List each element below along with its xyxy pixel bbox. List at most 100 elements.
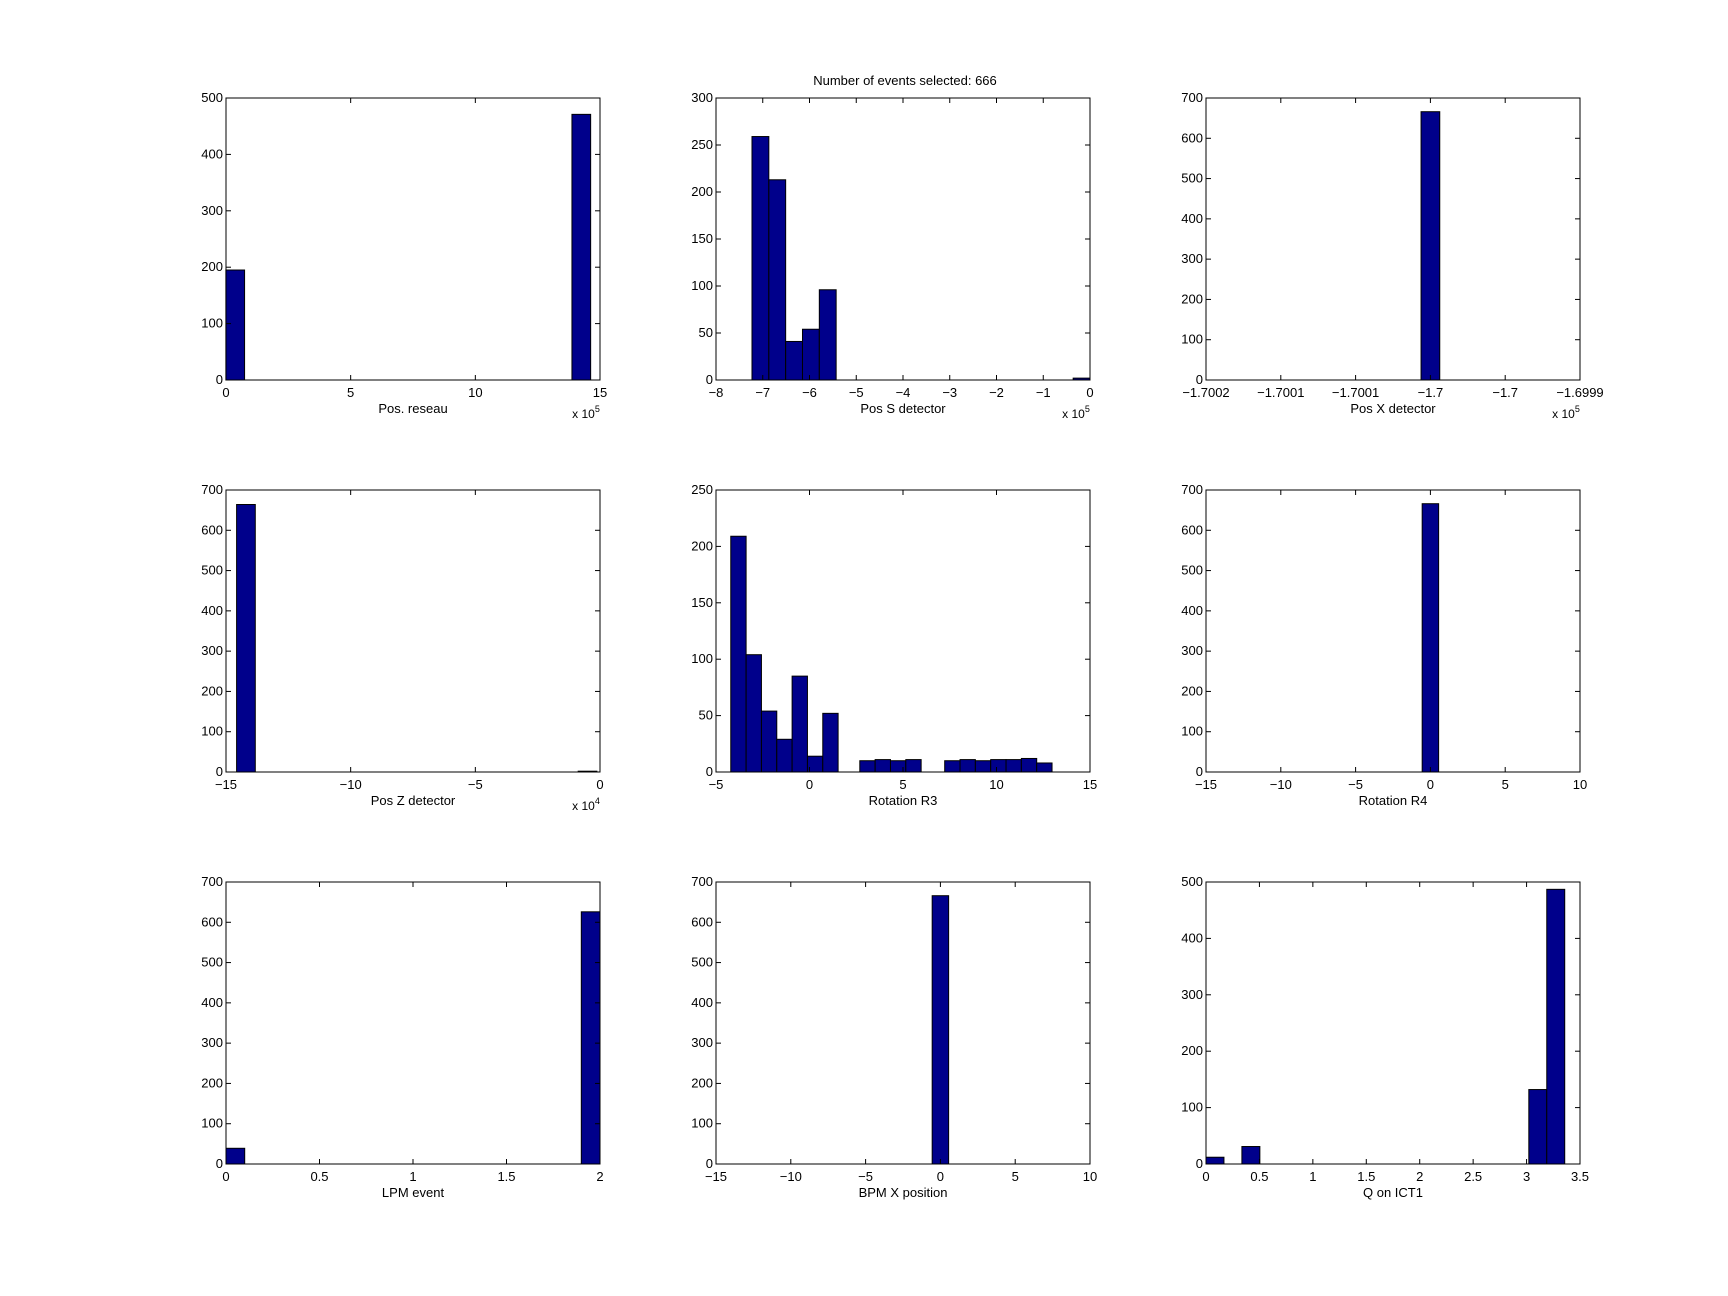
histogram-bar [768, 179, 787, 381]
x-tick-label: −5 [709, 777, 724, 792]
histogram-bar [236, 504, 256, 773]
histogram-bar [791, 675, 808, 773]
x-tick-label: 0 [596, 777, 603, 792]
x-tick-label: 15 [593, 385, 607, 400]
histogram-panel-1: 0 5 10 15 0 100 200 300 400 500 Pos. reseau x 105 [201, 90, 607, 421]
x-axis-exponent: x 105 [1552, 404, 1580, 421]
x-tick-label: 5 [1502, 777, 1509, 792]
histogram-bar [822, 712, 839, 773]
axes-box [715, 881, 1091, 1165]
axes-box [1205, 489, 1581, 773]
y-tick-label: 100 [201, 1116, 223, 1131]
x-tick-label: 10 [1573, 777, 1587, 792]
x-tick-label: −2 [989, 385, 1004, 400]
y-tick-label: 300 [691, 1035, 713, 1050]
y-tick-label: 0 [1196, 1156, 1203, 1171]
x-tick-label: 15 [1083, 777, 1097, 792]
y-tick-label: 300 [1181, 251, 1203, 266]
x-axis-label: Pos. reseau [378, 401, 447, 416]
x-tick-label: −3 [942, 385, 957, 400]
y-tick-label: 0 [1196, 372, 1203, 387]
y-tick-label: 0 [706, 372, 713, 387]
y-tick-label: 300 [691, 90, 713, 105]
y-tick-label: 250 [691, 137, 713, 152]
histogram-bar [1020, 757, 1038, 773]
y-tick-label: 500 [201, 955, 223, 970]
x-tick-label: −1.7 [1418, 385, 1444, 400]
histogram-bar [751, 136, 770, 381]
x-tick-label: 5 [1012, 1169, 1019, 1184]
y-tick-label: 200 [691, 184, 713, 199]
x-tick-label: 2 [1416, 1169, 1423, 1184]
y-tick-label: 0 [216, 764, 223, 779]
y-tick-label: 200 [201, 259, 223, 274]
histogram-bar [859, 760, 876, 773]
y-tick-label: 200 [1181, 683, 1203, 698]
y-tick-label: 500 [1181, 563, 1203, 578]
x-tick-label: −10 [780, 1169, 802, 1184]
axes-box [1205, 97, 1581, 381]
x-tick-label: 5 [347, 385, 354, 400]
x-tick-label: 10 [1083, 1169, 1097, 1184]
histogram-bar [1205, 1156, 1225, 1165]
histogram-bar [776, 738, 793, 773]
axes-box [1205, 881, 1581, 1165]
y-tick-label: 100 [1181, 724, 1203, 739]
y-tick-label: 700 [691, 874, 713, 889]
y-tick-label: 0 [706, 764, 713, 779]
y-tick-label: 200 [201, 1075, 223, 1090]
y-tick-label: 400 [201, 146, 223, 161]
x-tick-label: −1.6999 [1556, 385, 1603, 400]
y-tick-label: 500 [201, 90, 223, 105]
y-tick-label: 700 [1181, 90, 1203, 105]
x-tick-label: 0.5 [310, 1169, 328, 1184]
x-tick-label: −6 [802, 385, 817, 400]
y-tick-label: 600 [1181, 130, 1203, 145]
histogram-bar [225, 1147, 246, 1165]
x-tick-label: 0 [937, 1169, 944, 1184]
x-tick-label: 10 [989, 777, 1003, 792]
histogram-bar [1546, 888, 1566, 1165]
y-tick-label: 0 [706, 1156, 713, 1171]
y-tick-label: 200 [691, 538, 713, 553]
y-tick-label: 50 [699, 325, 713, 340]
y-tick-label: 700 [1181, 482, 1203, 497]
y-tick-label: 250 [691, 482, 713, 497]
y-tick-label: 300 [201, 203, 223, 218]
x-tick-label: 0 [806, 777, 813, 792]
histogram-bar [990, 759, 1007, 773]
x-axis-exponent: x 105 [572, 404, 600, 421]
y-tick-label: 400 [201, 995, 223, 1010]
x-tick-label: −1 [1036, 385, 1051, 400]
x-axis-label: Pos S detector [860, 401, 946, 416]
y-tick-label: 400 [1181, 211, 1203, 226]
histogram-bar [905, 759, 922, 773]
histogram-bar [974, 760, 992, 773]
x-tick-label: −1.7001 [1332, 385, 1379, 400]
histogram-bar [730, 535, 747, 773]
y-tick-label: 300 [1181, 643, 1203, 658]
y-tick-label: 500 [201, 563, 223, 578]
histogram-panel-3: −1.7002 −1.7001 −1.7001 −1.7 −1.7 −1.6999 0 100… [1181, 90, 1603, 421]
y-tick-label: 50 [699, 708, 713, 723]
x-tick-label: −15 [215, 777, 237, 792]
y-tick-label: 0 [1196, 764, 1203, 779]
x-tick-label: 0 [1202, 1169, 1209, 1184]
x-tick-label: 0 [222, 385, 229, 400]
histogram-bar [801, 328, 820, 381]
histogram-bar [745, 654, 762, 773]
x-tick-label: 1.5 [1357, 1169, 1375, 1184]
x-tick-label: −8 [709, 385, 724, 400]
x-tick-label: −1.7 [1492, 385, 1518, 400]
y-tick-label: 500 [1181, 171, 1203, 186]
x-axis-label: BPM X position [859, 1185, 948, 1200]
x-tick-label: −5 [858, 1169, 873, 1184]
y-tick-label: 100 [1181, 332, 1203, 347]
y-tick-label: 200 [691, 1075, 713, 1090]
y-tick-label: 100 [1181, 1100, 1203, 1115]
x-tick-label: −10 [1270, 777, 1292, 792]
x-tick-label: 2.5 [1464, 1169, 1482, 1184]
histogram-bar [785, 340, 803, 381]
